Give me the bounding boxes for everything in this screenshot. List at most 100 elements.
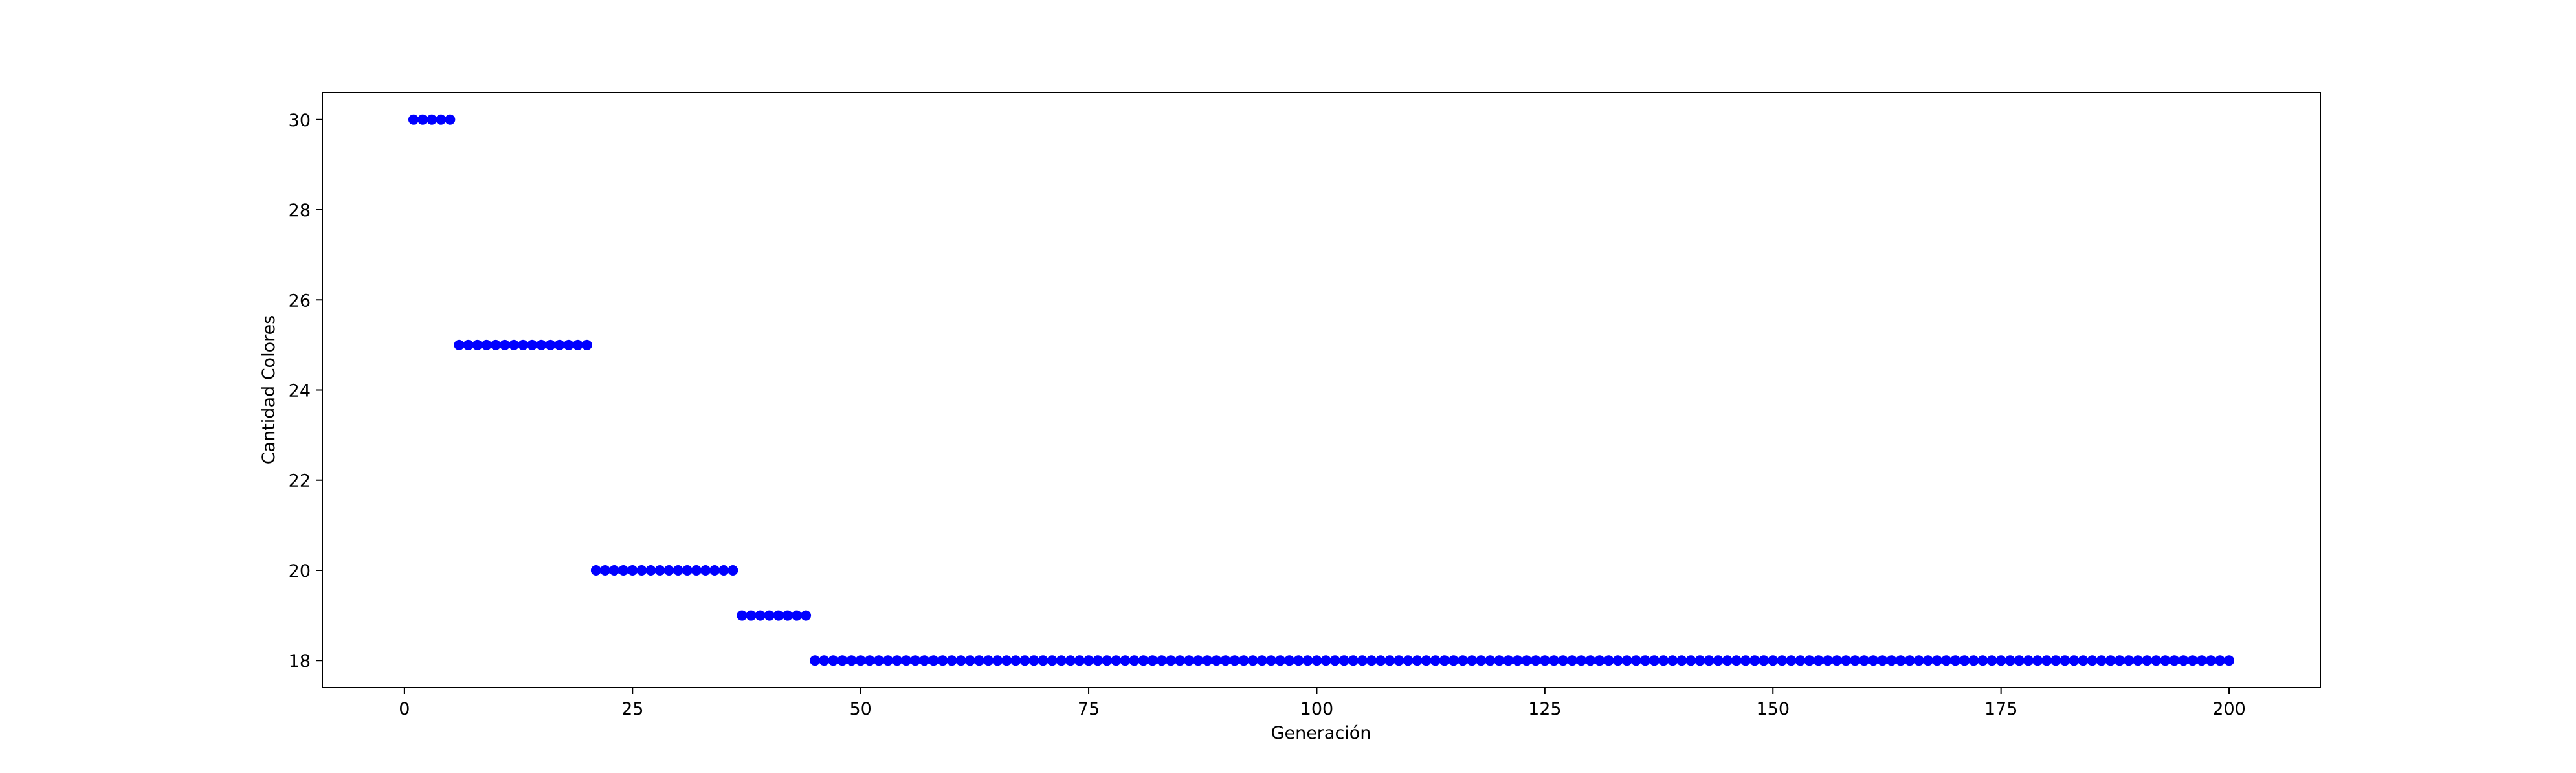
data-point bbox=[2142, 655, 2153, 666]
data-point bbox=[527, 339, 538, 350]
data-point bbox=[1348, 655, 1359, 666]
data-point bbox=[2069, 655, 2080, 666]
data-point bbox=[1302, 655, 1313, 666]
data-point bbox=[1494, 655, 1505, 666]
data-point bbox=[709, 565, 720, 576]
data-point bbox=[427, 114, 438, 125]
data-point bbox=[1931, 655, 1942, 666]
data-point bbox=[810, 655, 821, 666]
data-point bbox=[1476, 655, 1487, 666]
data-point bbox=[1247, 655, 1258, 666]
data-point bbox=[2151, 655, 2162, 666]
data-point bbox=[454, 339, 465, 350]
data-point bbox=[1047, 655, 1058, 666]
data-point bbox=[1265, 655, 1276, 666]
data-point bbox=[536, 339, 547, 350]
data-point bbox=[636, 565, 647, 576]
data-point bbox=[1156, 655, 1167, 666]
data-point bbox=[718, 565, 729, 576]
data-point bbox=[581, 339, 592, 350]
data-point bbox=[408, 114, 419, 125]
data-point bbox=[973, 655, 984, 666]
data-point bbox=[1777, 655, 1788, 666]
data-point bbox=[1193, 655, 1204, 666]
data-point bbox=[2224, 655, 2235, 666]
data-point bbox=[1639, 655, 1650, 666]
data-point bbox=[2023, 655, 2034, 666]
data-point bbox=[1165, 655, 1176, 666]
data-point bbox=[1841, 655, 1852, 666]
data-point bbox=[882, 655, 893, 666]
data-point bbox=[937, 655, 948, 666]
data-point bbox=[1704, 655, 1715, 666]
y-tick-label: 20 bbox=[289, 561, 311, 581]
data-point bbox=[2214, 655, 2225, 666]
data-point bbox=[1795, 655, 1806, 666]
data-point bbox=[1184, 655, 1195, 666]
data-point bbox=[1977, 655, 1988, 666]
data-point bbox=[755, 610, 766, 621]
data-point bbox=[1913, 655, 1924, 666]
data-point bbox=[791, 610, 802, 621]
y-axis-label: Cantidad Colores bbox=[259, 315, 279, 465]
data-point bbox=[1256, 655, 1267, 666]
data-point bbox=[1393, 655, 1405, 666]
data-point bbox=[1813, 655, 1824, 666]
data-point bbox=[1275, 655, 1286, 666]
data-point bbox=[1831, 655, 1842, 666]
data-point bbox=[1010, 655, 1021, 666]
data-points bbox=[408, 114, 2235, 666]
data-point bbox=[1430, 655, 1441, 666]
data-point bbox=[618, 565, 629, 576]
data-point bbox=[1968, 655, 1979, 666]
data-point bbox=[1850, 655, 1861, 666]
data-point bbox=[1320, 655, 1331, 666]
x-tick-label: 50 bbox=[849, 699, 871, 719]
y-tick-label: 18 bbox=[289, 651, 311, 671]
x-tick-label: 200 bbox=[2212, 699, 2246, 719]
data-point bbox=[490, 339, 501, 350]
data-point bbox=[737, 610, 748, 621]
data-point bbox=[1028, 655, 1039, 666]
data-point bbox=[1311, 655, 1322, 666]
data-point bbox=[1685, 655, 1696, 666]
data-point bbox=[2187, 655, 2198, 666]
data-point bbox=[1649, 655, 1660, 666]
data-point bbox=[1439, 655, 1450, 666]
data-point bbox=[2060, 655, 2071, 666]
data-point bbox=[1211, 655, 1222, 666]
data-point bbox=[2196, 655, 2207, 666]
data-point bbox=[627, 565, 638, 576]
data-point bbox=[1749, 655, 1760, 666]
data-point bbox=[1138, 655, 1149, 666]
data-point bbox=[590, 565, 601, 576]
x-tick-label: 75 bbox=[1078, 699, 1100, 719]
data-point bbox=[1001, 655, 1012, 666]
data-point bbox=[1512, 655, 1523, 666]
data-point bbox=[2041, 655, 2052, 666]
data-point bbox=[1284, 655, 1295, 666]
data-point bbox=[1293, 655, 1304, 666]
data-point bbox=[1859, 655, 1870, 666]
x-tick-label: 100 bbox=[1300, 699, 1334, 719]
data-point bbox=[1868, 655, 1879, 666]
data-point bbox=[1658, 655, 1669, 666]
data-point bbox=[700, 565, 711, 576]
data-point bbox=[1768, 655, 1779, 666]
data-point bbox=[801, 610, 812, 621]
data-point bbox=[1740, 655, 1751, 666]
data-point bbox=[1804, 655, 1815, 666]
data-point bbox=[1129, 655, 1140, 666]
data-point bbox=[1421, 655, 1432, 666]
data-point bbox=[1074, 655, 1085, 666]
data-point bbox=[819, 655, 830, 666]
data-point bbox=[682, 565, 693, 576]
data-point bbox=[1986, 655, 1997, 666]
data-point bbox=[1950, 655, 1961, 666]
y-tick-label: 24 bbox=[289, 381, 311, 401]
data-point bbox=[554, 339, 565, 350]
data-point bbox=[417, 114, 428, 125]
y-tick-label: 28 bbox=[289, 201, 311, 221]
data-point bbox=[2178, 655, 2189, 666]
